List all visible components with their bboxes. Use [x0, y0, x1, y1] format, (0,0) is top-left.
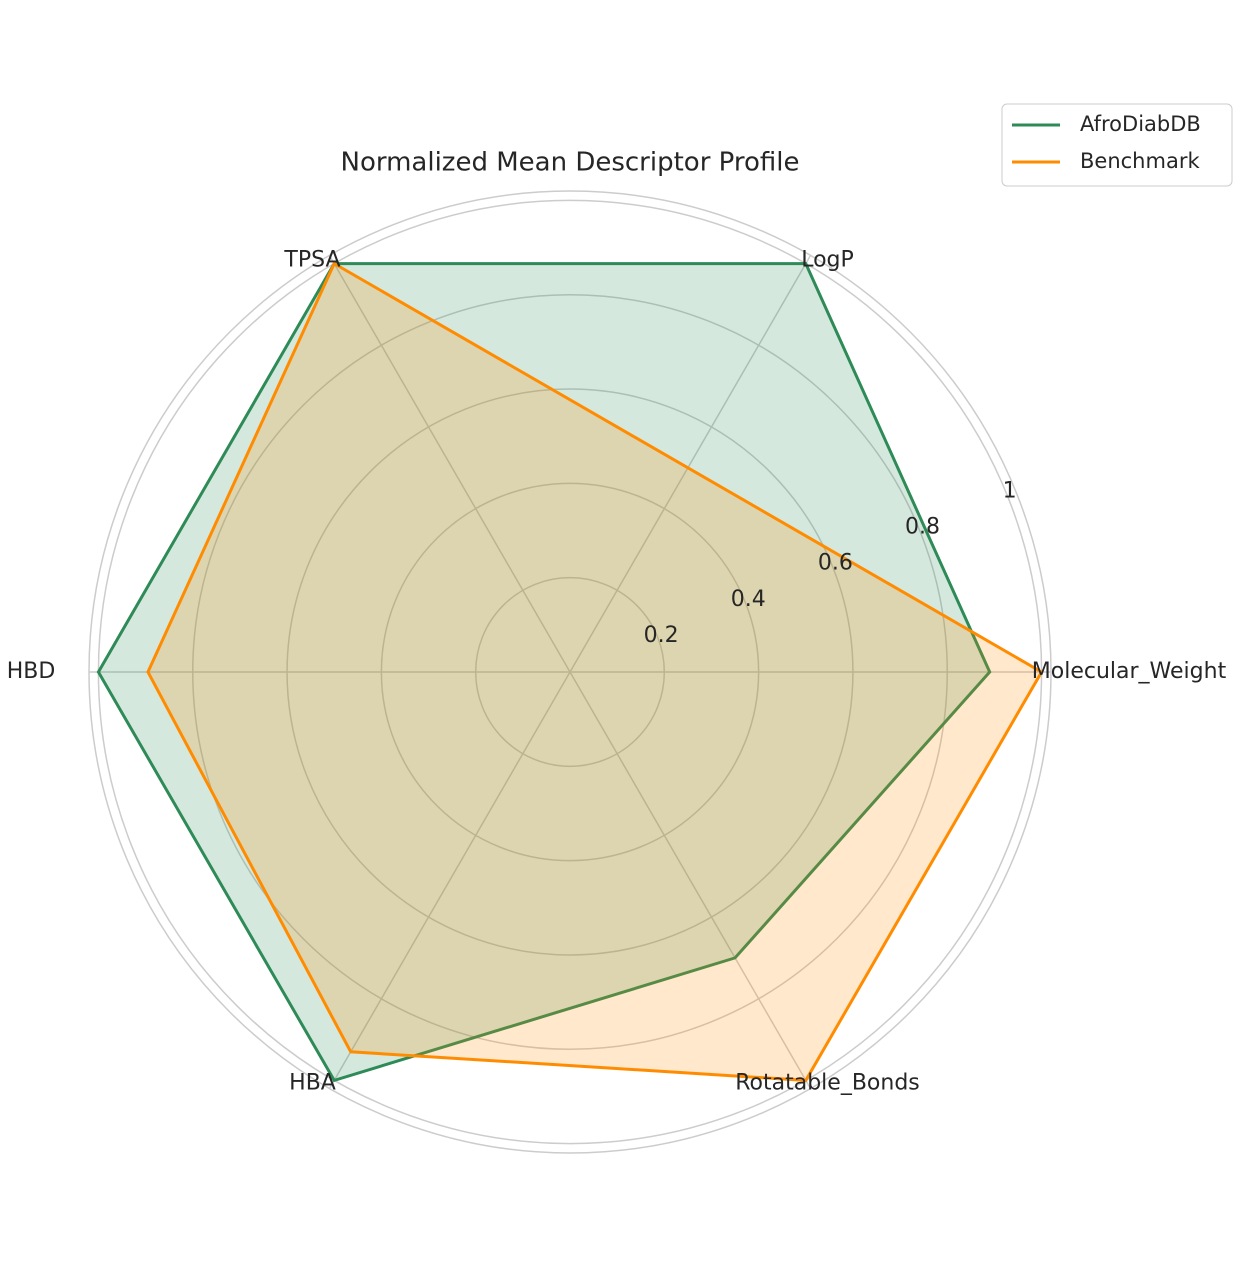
- r-tick-label: 0.2: [644, 623, 679, 648]
- r-tick-label: 0.8: [905, 515, 940, 540]
- category-label: Rotatable_Bonds: [735, 1071, 920, 1096]
- category-label: TPSA: [283, 247, 340, 272]
- spoke: [569, 671, 812, 1089]
- r-tick-label: 0.4: [731, 587, 766, 612]
- spoke: [328, 255, 571, 673]
- chart-title: Normalized Mean Descriptor Profile: [341, 148, 800, 178]
- series-area: [98, 263, 990, 1081]
- category-label: Molecular_Weight: [1032, 659, 1227, 684]
- series-area: [147, 263, 1042, 1081]
- r-tick-label: 0.6: [818, 551, 853, 576]
- frame: [88, 190, 1052, 1154]
- grid: [89, 199, 1051, 1145]
- category-label: LogP: [801, 247, 854, 272]
- legend-label: AfroDiabDB: [1080, 112, 1201, 136]
- legend-label: Benchmark: [1080, 149, 1200, 173]
- spoke: [328, 671, 571, 1089]
- category-label: HBA: [289, 1071, 336, 1096]
- series-line: [146, 261, 1044, 1082]
- r-tick-label: 1: [1003, 479, 1017, 504]
- series-line: [96, 262, 992, 1083]
- category-label: HBD: [7, 659, 56, 684]
- legend: AfroDiabDB Benchmark: [1001, 103, 1233, 187]
- spoke: [569, 255, 812, 673]
